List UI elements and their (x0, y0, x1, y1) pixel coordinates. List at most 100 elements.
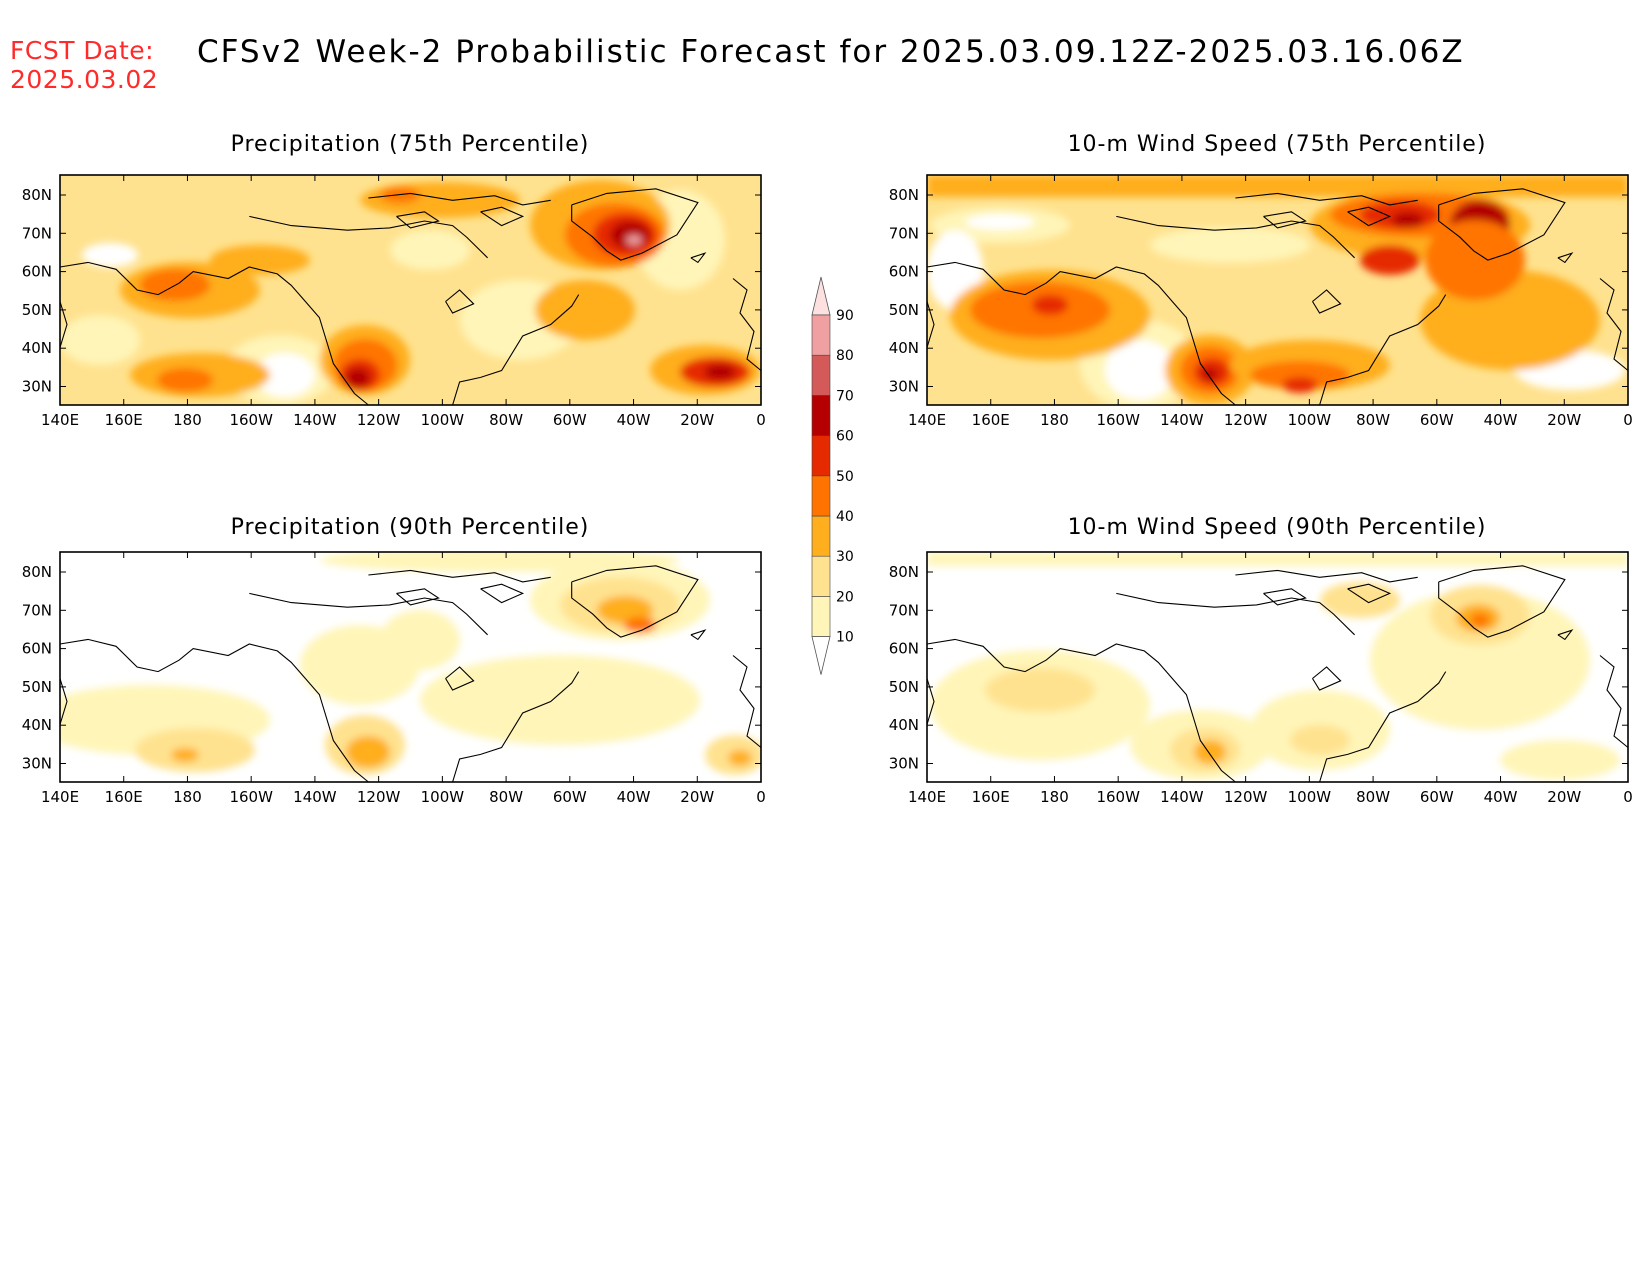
legend-tick-label: 90 (836, 308, 854, 324)
coastline (926, 301, 935, 348)
coastline (1347, 583, 1392, 604)
coastline (732, 655, 762, 748)
coastline (926, 261, 1236, 406)
legend-swatch (811, 354, 831, 396)
coastline (396, 211, 440, 229)
legend-swatch (811, 395, 831, 436)
lon-tick-label: 160E (972, 411, 1010, 429)
legend-swatch (811, 475, 831, 517)
lon-tick-label: 80W (489, 411, 523, 429)
lon-tick-label: 80W (1356, 788, 1390, 806)
lon-tick-label: 20W (1547, 788, 1581, 806)
legend-swatch (811, 515, 831, 557)
lat-tick-label: 30N (889, 755, 919, 773)
map-panel-precip-90 (60, 552, 761, 782)
legend-bottom-arrow (811, 636, 831, 675)
lon-tick-label: 140W (293, 411, 337, 429)
forecast-date-label: FCST Date: 2025.03.02 (10, 36, 158, 94)
lon-tick-label: 120W (1224, 788, 1268, 806)
legend-tick-label: 40 (836, 509, 854, 525)
map-border (59, 174, 762, 406)
coastline (690, 252, 707, 264)
lat-tick-label: 40N (22, 716, 52, 734)
coastline (571, 188, 699, 261)
lon-tick-label: 60W (553, 788, 587, 806)
map-panel-wind-75 (927, 175, 1628, 405)
lat-tick-label: 60N (22, 263, 52, 281)
lon-tick-label: 160W (1096, 411, 1140, 429)
lat-tick-label: 70N (22, 224, 52, 242)
lon-tick-label: 100W (1288, 788, 1332, 806)
coastline (1235, 569, 1418, 583)
lon-tick-label: 180 (173, 788, 202, 806)
map-border (926, 551, 1629, 783)
coastline (452, 294, 580, 406)
legend-top-arrow (811, 276, 831, 316)
coastline (368, 192, 551, 206)
lat-tick-label: 60N (889, 640, 919, 658)
map-panel-precip-75 (60, 175, 761, 405)
panel-title-precip-90: Precipitation (90th Percentile) (230, 515, 590, 540)
coastline (1557, 629, 1574, 641)
coastline (368, 569, 551, 583)
lat-tick-label: 70N (889, 601, 919, 619)
lat-tick-label: 80N (22, 563, 52, 581)
lon-tick-label: 40W (1484, 411, 1518, 429)
map-panel-wind-90 (927, 552, 1628, 782)
panel-title-precip-75: Precipitation (75th Percentile) (230, 132, 590, 157)
coastline (1599, 655, 1629, 748)
lon-tick-label: 180 (1040, 411, 1069, 429)
lat-tick-label: 70N (22, 601, 52, 619)
lon-tick-label: 120W (357, 411, 401, 429)
coastline (1347, 206, 1392, 227)
map-frame-precip-75: 140E 160E 180 160W 140W 120W 100W 80W 60W 40W 20W 0… (22, 174, 766, 429)
lon-tick-label: 120W (1224, 411, 1268, 429)
coastline (1263, 588, 1307, 606)
coastline (480, 206, 525, 227)
map-frame-precip-90: 140E 160E 180 160W 140W 120W 100W 80W 60W 40W 20W 0… (22, 551, 766, 806)
coastline (59, 301, 68, 348)
lat-tick-label: 80N (889, 563, 919, 581)
coastline (59, 638, 369, 783)
forecast-date-caption: FCST Date: (10, 36, 155, 65)
legend-tick-label: 30 (836, 549, 854, 565)
legend-swatch (811, 435, 831, 477)
lat-tick-label: 50N (22, 678, 52, 696)
lon-tick-label: 120W (357, 788, 401, 806)
coastline (1319, 671, 1447, 783)
coastline (690, 629, 707, 641)
coastline (1263, 211, 1307, 229)
lon-tick-label: 160W (229, 411, 273, 429)
coastline (1312, 289, 1342, 314)
legend-tick-label: 70 (836, 388, 854, 404)
lon-tick-label: 160W (229, 788, 273, 806)
page-title: CFSv2 Week-2 Probabilistic Forecast for … (197, 34, 1465, 70)
lon-tick-label: 40W (617, 788, 651, 806)
map-border (926, 174, 1629, 406)
coastline (1319, 294, 1447, 406)
coastline (1312, 666, 1342, 691)
lon-tick-label: 80W (489, 788, 523, 806)
legend-tick-label: 20 (836, 589, 854, 605)
panel-title-wind-75: 10-m Wind Speed (75th Percentile) (1067, 132, 1487, 157)
coastline (445, 289, 475, 314)
lat-tick-label: 50N (889, 301, 919, 319)
coastline (396, 588, 440, 606)
map-overlays: 140E 160E 180 160W 140W 120W 100W 80W 60W 40W 20W 0… (22, 174, 1633, 806)
lon-tick-label: 180 (1040, 788, 1069, 806)
coastline (1438, 188, 1566, 261)
lon-tick-label: 20W (680, 411, 714, 429)
lon-tick-label: 60W (1420, 411, 1454, 429)
lon-tick-label: 0 (1623, 788, 1633, 806)
lon-tick-label: 140E (908, 788, 946, 806)
lat-tick-label: 80N (22, 186, 52, 204)
color-legend: 10 20 30 40 50 60 70 80 90 (811, 276, 854, 675)
legend-tick-label: 10 (836, 630, 854, 646)
lon-tick-label: 140W (293, 788, 337, 806)
lon-tick-label: 0 (756, 411, 766, 429)
lon-tick-label: 160E (972, 788, 1010, 806)
lon-tick-label: 80W (1356, 411, 1390, 429)
lon-tick-label: 0 (756, 788, 766, 806)
map-frame-wind-90: 140E 160E 180 160W 140W 120W 100W 80W 60W 40W 20W 0… (889, 551, 1633, 806)
lon-tick-label: 140E (908, 411, 946, 429)
